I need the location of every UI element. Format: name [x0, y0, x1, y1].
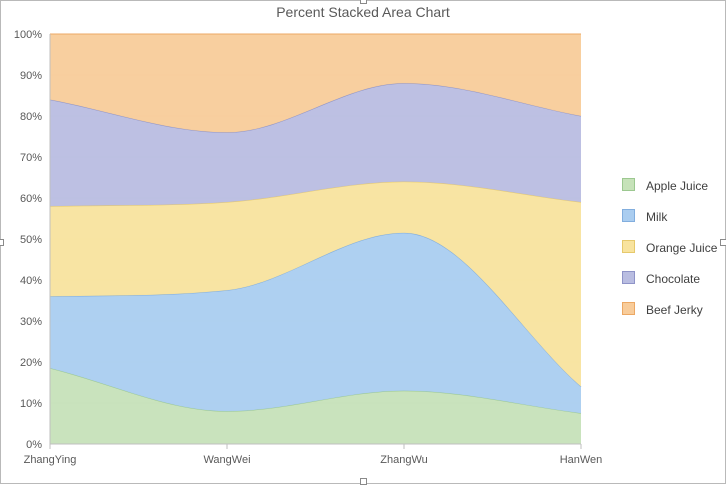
area-apple-juice [50, 368, 581, 444]
legend-swatch [622, 240, 635, 253]
x-tick-label: ZhangYing [24, 454, 77, 466]
x-tick-label: ZhangWu [380, 454, 428, 466]
legend-swatch [622, 209, 635, 222]
y-tick-label: 50% [20, 234, 42, 246]
y-tick-label: 60% [20, 193, 42, 205]
legend-swatch [622, 178, 635, 191]
legend-label: Apple Juice [646, 179, 709, 193]
resize-handle-right[interactable] [720, 239, 726, 246]
area-milk [50, 232, 581, 414]
y-tick-label: 30% [20, 316, 42, 328]
y-tick-label: 40% [20, 275, 42, 287]
y-tick-label: 10% [20, 398, 42, 410]
resize-handle-left[interactable] [0, 239, 4, 246]
y-tick-label: 80% [20, 111, 42, 123]
legend-label: Milk [646, 210, 668, 224]
area-beef-jerky [50, 34, 581, 133]
legend-swatch [622, 271, 635, 284]
resize-handle-top[interactable] [360, 0, 367, 4]
area-chocolate [50, 83, 581, 207]
legend-label: Beef Jerky [646, 303, 703, 317]
line-chocolate [49, 82, 582, 133]
y-tick-label: 100% [14, 29, 42, 41]
y-tick-label: 0% [26, 439, 42, 451]
y-tick-label: 70% [20, 152, 42, 164]
area-orange-juice [50, 181, 581, 387]
legend-swatch [622, 302, 635, 315]
y-tick-label: 90% [20, 70, 42, 82]
y-tick-label: 20% [20, 357, 42, 369]
legend-label: Orange Juice [646, 241, 718, 255]
x-tick-label: HanWen [560, 454, 603, 466]
legend-label: Chocolate [646, 272, 701, 286]
chart-title: Percent Stacked Area Chart [276, 4, 450, 20]
x-tick-label: WangWei [203, 454, 250, 466]
